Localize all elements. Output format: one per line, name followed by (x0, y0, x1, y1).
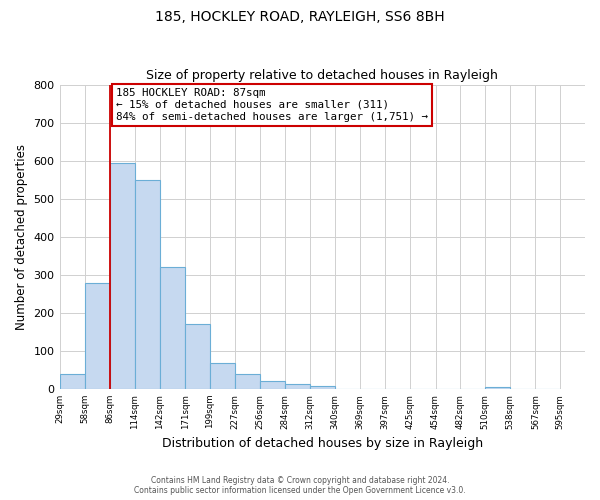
Bar (135, 180, 160, 389)
Bar (185, 324, 210, 389)
Bar (310, 386, 335, 389)
Bar (260, 380, 285, 389)
Text: 185 HOCKLEY ROAD: 87sqm
← 15% of detached houses are smaller (311)
84% of semi-d: 185 HOCKLEY ROAD: 87sqm ← 15% of detache… (116, 88, 428, 122)
Bar (110, 164, 135, 389)
Bar (59, 374, 85, 389)
Text: 185, HOCKLEY ROAD, RAYLEIGH, SS6 8BH: 185, HOCKLEY ROAD, RAYLEIGH, SS6 8BH (155, 10, 445, 24)
X-axis label: Distribution of detached houses by size in Rayleigh: Distribution of detached houses by size … (162, 437, 483, 450)
Bar (485, 386, 510, 389)
Bar (160, 267, 185, 389)
Text: Contains HM Land Registry data © Crown copyright and database right 2024.
Contai: Contains HM Land Registry data © Crown c… (134, 476, 466, 495)
Bar (235, 374, 260, 389)
Title: Size of property relative to detached houses in Rayleigh: Size of property relative to detached ho… (146, 69, 498, 82)
Bar (285, 384, 310, 389)
Bar (85, 283, 110, 389)
Bar (210, 364, 235, 389)
Y-axis label: Number of detached properties: Number of detached properties (15, 144, 28, 330)
